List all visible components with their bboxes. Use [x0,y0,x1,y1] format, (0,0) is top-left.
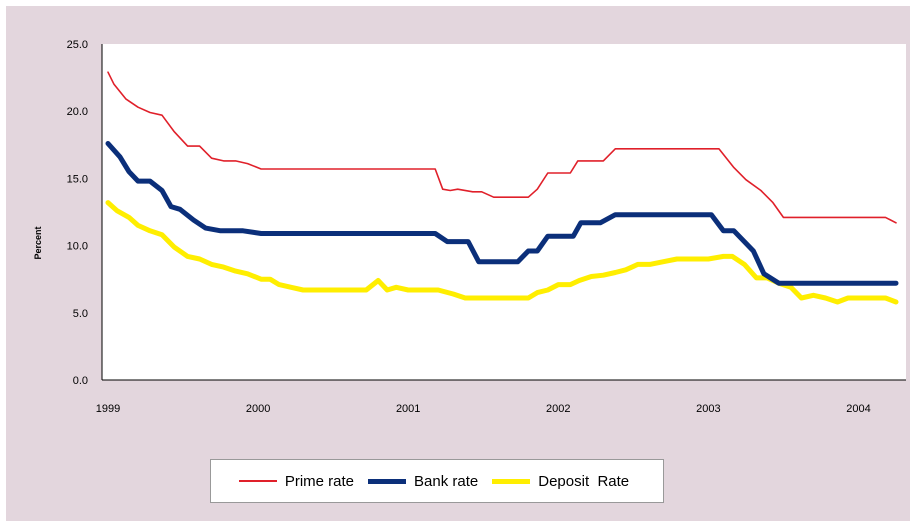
x-tick-label: 2002 [546,403,570,415]
legend-swatch-bank [368,478,407,484]
legend-label-prime: Prime rate [284,472,355,490]
x-tick-label: 2004 [846,403,870,415]
y-tick-label: 5.0 [73,308,88,320]
legend-item-bank: Bank rate [368,473,478,490]
legend-label-deposit: Deposit Rate [538,472,630,490]
series-line-bank-rate [105,141,899,286]
y-tick-label: 10.0 [67,241,88,253]
legend-item-deposit: Deposit Rate [492,473,629,490]
series-layer [105,71,899,305]
legend-label-bank: Bank rate [414,472,479,490]
y-axis-label: Percent [33,226,43,259]
x-tick-label: 1999 [96,403,120,415]
x-ticks: 1999 2000 2001 2002 2003 2004 [96,403,871,415]
x-tick-label: 2003 [696,403,720,415]
y-tick-label: 0.0 [73,375,88,387]
legend-swatch-deposit [492,478,531,484]
y-ticks: 0.0 5.0 10.0 15.0 20.0 25.0 [67,39,88,387]
legend-swatch-prime [238,480,277,482]
plot-area [102,44,906,380]
series-line-prime-rate [107,71,897,224]
legend-item-prime: Prime rate [238,472,355,490]
y-tick-label: 25.0 [67,39,88,51]
x-tick-label: 2001 [396,403,420,415]
y-tick-label: 15.0 [67,173,88,185]
legend: Prime rate Bank rate Deposit Rate [210,459,664,503]
y-tick-label: 20.0 [67,106,88,118]
x-tick-label: 2000 [246,403,270,415]
